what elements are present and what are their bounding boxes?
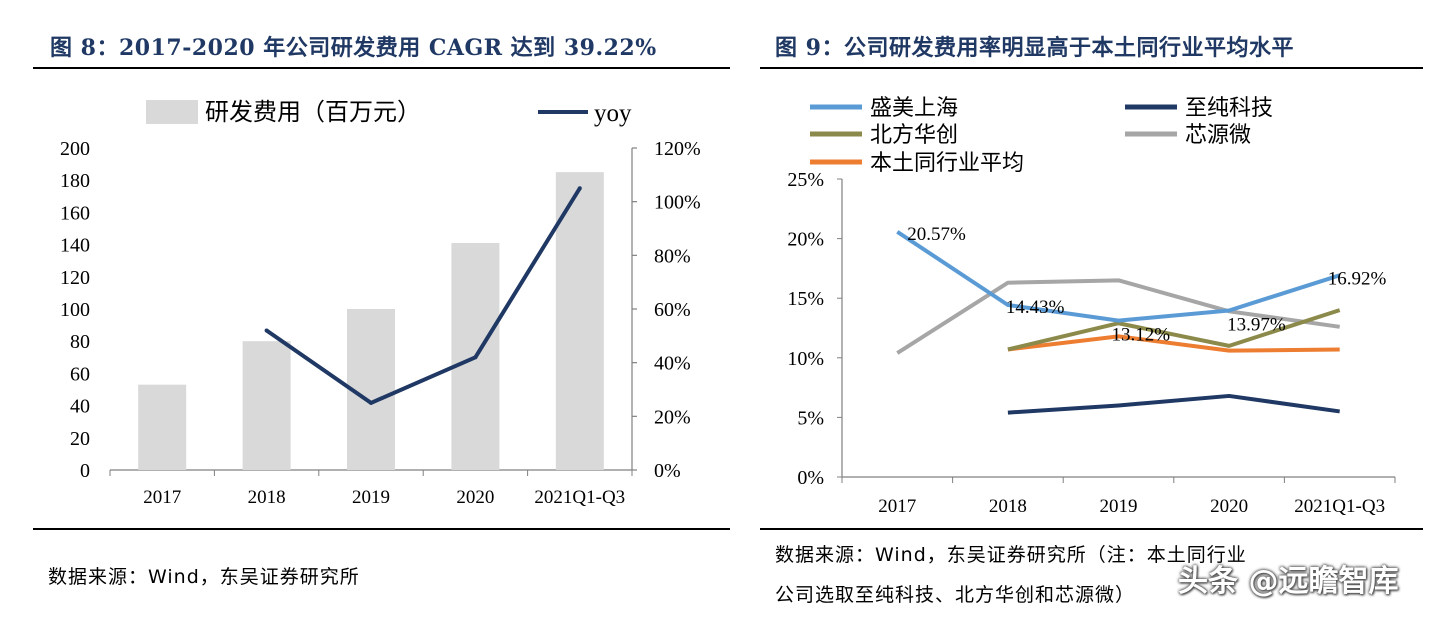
x-tick-label: 2019 bbox=[352, 487, 390, 508]
x-tick-label: 2018 bbox=[248, 487, 286, 508]
legend-yoy-label: yoy bbox=[594, 100, 632, 127]
data-label: 20.57% bbox=[907, 224, 966, 245]
left-y-tick-label: 140 bbox=[60, 235, 90, 257]
series-line bbox=[1007, 334, 1340, 353]
left-y-tick-label: 0 bbox=[80, 460, 90, 482]
data-label: 13.97% bbox=[1227, 314, 1286, 335]
left-source-note: 数据来源：Wind，东吴证券研究所 bbox=[48, 566, 360, 588]
legend-label: 北方华创 bbox=[870, 123, 958, 148]
rd-expense-bar bbox=[242, 341, 291, 470]
left-y-tick-label: 80 bbox=[70, 331, 90, 353]
legend-label: 芯源微 bbox=[1185, 123, 1251, 148]
right-y-tick-label: 0% bbox=[654, 460, 681, 482]
right-panel: 图 9：公司研发费用率明显高于本土同行业平均水平 盛美上海 至纯科技北方华创 芯源微… bbox=[755, 0, 1442, 617]
yoy-point bbox=[369, 400, 373, 405]
series-line bbox=[896, 278, 1340, 355]
series-line bbox=[1007, 393, 1340, 415]
data-label: 16.92% bbox=[1328, 268, 1387, 289]
x-tick-label: 2021Q1-Q3 bbox=[1294, 496, 1385, 517]
right-figure-title: 图 9：公司研发费用率明显高于本土同行业平均水平 bbox=[775, 35, 1294, 61]
legend-label: 至纯科技 bbox=[1185, 96, 1273, 121]
series-line bbox=[896, 230, 1341, 323]
yoy-line bbox=[265, 187, 582, 405]
right-title-rule bbox=[760, 67, 1423, 69]
left-panel: 图 8：2017-2020 年公司研发费用 CAGR 达到 39.22% 研发费… bbox=[33, 35, 730, 588]
left-y-tick-label: 160 bbox=[60, 202, 90, 224]
right-source-note-line2: 公司选取至纯科技、北方华创和芯源微） bbox=[775, 584, 1136, 606]
left-y-tick-label: 20 bbox=[70, 428, 90, 450]
data-label: 14.43% bbox=[1006, 297, 1065, 318]
left-figure-title: 图 8：2017-2020 年公司研发费用 CAGR 达到 39.22% bbox=[50, 35, 657, 61]
left-y-tick-label: 60 bbox=[70, 363, 90, 385]
y-tick-label: 20% bbox=[787, 229, 824, 251]
y-tick-label: 0% bbox=[797, 467, 824, 489]
x-tick-label: 2017 bbox=[143, 487, 181, 508]
left-y-tick-label: 40 bbox=[70, 396, 90, 418]
right-y-tick-label: 100% bbox=[654, 192, 701, 214]
y-tick-label: 25% bbox=[787, 169, 824, 191]
legend-label: 盛美上海 bbox=[870, 96, 958, 121]
legend-bar-label: 研发费用（百万元） bbox=[205, 98, 421, 126]
right-source-note-line1: 数据来源：Wind，东吴证券研究所（注：本土同行业 bbox=[775, 544, 1247, 566]
x-tick-label: 2020 bbox=[1210, 496, 1248, 517]
right-y-tick-label: 60% bbox=[654, 299, 691, 321]
rd-expense-bar bbox=[555, 172, 604, 470]
yoy-point bbox=[473, 355, 478, 360]
rd-expense-chart: 研发费用（百万元） yoy 0 20 40 60 80 100 120 140 160 180 200 0… bbox=[60, 98, 701, 508]
legend-label: 本土同行业平均 bbox=[870, 151, 1024, 176]
left-y-tick-label: 180 bbox=[60, 170, 90, 192]
x-tick-label: 2017 bbox=[878, 496, 916, 517]
x-tick-label: 2020 bbox=[456, 487, 494, 508]
left-title-rule bbox=[33, 67, 730, 69]
yoy-point bbox=[264, 328, 269, 333]
left-y-tick-label: 200 bbox=[60, 138, 90, 160]
y-tick-label: 10% bbox=[787, 348, 824, 370]
x-tick-label: 2018 bbox=[989, 496, 1027, 517]
x-tick-label: 2021Q1-Q3 bbox=[534, 487, 625, 508]
legend-bar-swatch bbox=[146, 100, 198, 124]
series-line bbox=[1007, 308, 1341, 352]
y-tick-label: 5% bbox=[797, 407, 824, 429]
data-label: 13.12% bbox=[1112, 325, 1171, 346]
right-y-tick-label: 120% bbox=[654, 138, 701, 160]
right-bottom-rule bbox=[760, 528, 1423, 530]
rd-expense-bar bbox=[138, 384, 187, 470]
watermark: 头条 @远瞻智库 bbox=[1178, 564, 1399, 599]
left-y-tick-label: 100 bbox=[60, 299, 90, 321]
right-y-tick-label: 20% bbox=[654, 406, 691, 428]
yoy-point bbox=[577, 186, 582, 191]
left-y-tick-label: 120 bbox=[60, 267, 90, 289]
y-tick-label: 15% bbox=[787, 288, 824, 310]
right-y-tick-label: 40% bbox=[654, 353, 691, 375]
x-tick-label: 2019 bbox=[1100, 496, 1138, 517]
right-y-tick-label: 80% bbox=[654, 245, 691, 267]
left-bottom-rule bbox=[33, 528, 730, 530]
